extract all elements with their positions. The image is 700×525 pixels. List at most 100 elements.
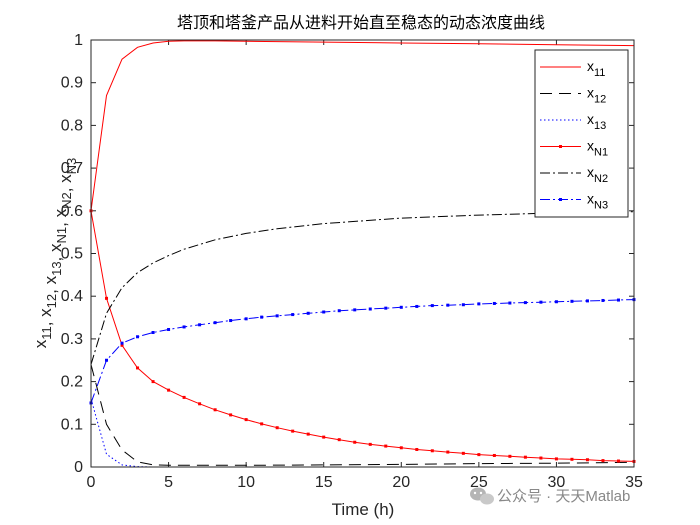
data-point-xN3 [368,307,372,311]
data-point-xN1 [539,456,543,460]
x-tick-label: 0 [87,474,96,491]
data-point-xN3 [291,313,295,317]
x-tick-label: 25 [470,474,488,491]
y-label-sub: N3 [64,158,79,175]
series-line-xN1 [90,210,635,462]
data-point-xN3 [601,298,605,302]
y-label-sub: N2 [59,192,74,209]
data-point-xN1 [337,438,341,442]
series-xN3 [89,298,636,405]
series-line-xN3 [90,299,635,404]
data-point-xN3 [399,305,403,309]
y-axis-label-text: x11, x12, x13, xN1, xN2, xN3 [31,158,79,349]
legend-label: x11 [587,58,605,79]
data-point-xN3 [616,298,620,302]
x-tick-label: 30 [548,474,566,491]
y-label-sub: 11 [39,326,54,340]
y-tick-label: 0.2 [61,374,83,391]
x-tick-label: 15 [315,474,333,491]
data-point-xN3 [322,310,326,314]
legend-label-sub: N3 [594,200,608,212]
series-xN2 [90,211,635,365]
y-label-sub: N1 [54,227,69,244]
data-point-xN1 [229,413,233,417]
y-label-sub: 13 [49,261,64,275]
y-tick-label: 0.6 [61,203,83,220]
data-point-xN1 [167,388,171,392]
y-tick-label: 0.3 [61,331,83,348]
x-tick-label: 10 [237,474,255,491]
watermark-text: 公众号 · 天天Matlab [497,488,630,505]
y-axis-label: x11, x12, x13, xN1, xN2, xN3 [31,158,79,349]
y-tick-label: 0.8 [61,117,83,134]
legend-item-x12: x12 [540,85,606,106]
data-point-xN1 [353,440,357,444]
data-point-xN3 [384,306,388,310]
data-point-xN1 [508,454,512,458]
data-point-xN3 [105,358,109,362]
data-point-xN3 [477,302,481,306]
legend-item-x13: x13 [540,111,606,132]
data-point-xN1 [322,435,326,439]
data-point-xN3 [260,315,264,319]
y-label-main: , x [51,208,70,226]
data-point-xN1 [616,459,620,463]
series-line-x12 [90,364,635,466]
series-x11 [90,40,635,211]
data-point-xN3 [570,299,574,303]
data-point-xN1 [461,451,465,455]
legend-label: xN3 [587,191,608,212]
legend-label: xN2 [587,164,608,185]
data-point-xN1 [554,457,558,461]
data-point-xN1 [260,422,264,426]
data-point-xN3 [523,301,527,305]
legend-label-main: x [587,111,594,127]
data-point-xN3 [120,341,124,345]
y-tick-label: 0.5 [61,246,83,263]
data-point-xN1 [477,453,481,457]
y-label-main: , x [46,243,65,261]
legend-label: xN1 [587,138,608,159]
legend-label-main: x [587,138,594,154]
data-point-xN3 [585,299,589,303]
legend-marker [559,145,562,148]
y-tick-label: 0.4 [61,288,83,305]
legend-label-main: x [587,164,594,180]
data-point-xN1 [523,455,527,459]
data-point-xN3 [446,303,450,307]
y-label-main: x [31,339,50,348]
x-tick-label: 5 [164,474,173,491]
data-point-xN3 [337,309,341,313]
data-point-xN1 [415,447,419,451]
legend-label-sub: N1 [594,147,608,159]
series-line-xN2 [90,211,635,365]
x-axis-label: Time (h) [332,500,395,519]
data-point-xN1 [182,395,186,399]
y-tick-label: 0.7 [61,160,83,177]
series-line-x11 [90,40,635,211]
data-point-xN3 [430,304,434,308]
data-point-xN3 [198,323,202,327]
data-point-xN1 [570,457,574,461]
watermark: 公众号 · 天天Matlab [470,487,630,505]
data-point-xN1 [430,449,434,453]
data-point-xN3 [508,301,512,305]
y-tick-label: 1 [74,32,83,49]
legend-box [534,49,629,218]
data-point-xN3 [415,304,419,308]
series-x12 [90,364,635,466]
y-tick-label: 0.1 [61,416,83,433]
data-point-xN1 [198,402,202,406]
legend-label-sub: N2 [594,173,608,185]
legend-label-main: x [587,85,594,101]
x-tick-label: 20 [392,474,410,491]
data-point-xN3 [229,319,233,323]
legend-label-main: x [587,191,594,207]
legend-marker [559,198,562,201]
data-point-xN1 [601,459,605,463]
legend-label-sub: 12 [594,94,606,106]
data-point-xN1 [275,426,279,430]
legend-label: x12 [587,85,606,106]
